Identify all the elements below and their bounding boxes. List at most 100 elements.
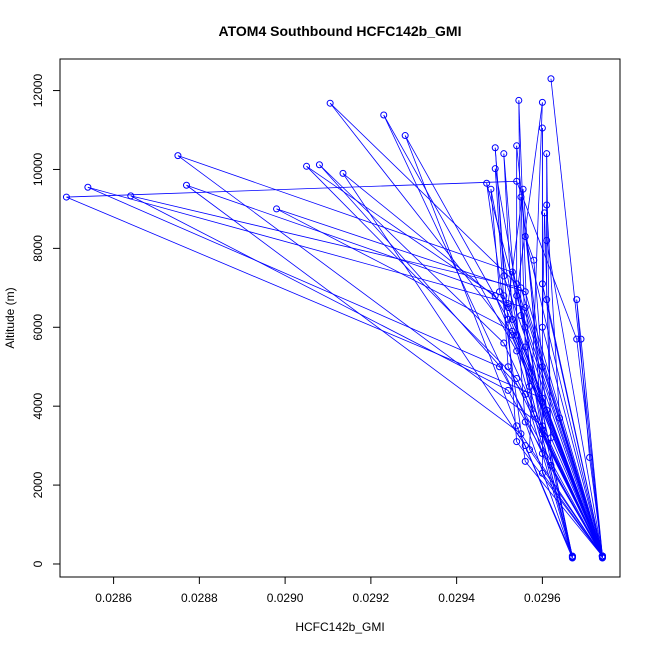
series-segment — [516, 102, 543, 296]
series-segment — [516, 350, 573, 557]
series-segment — [546, 204, 560, 419]
data-point — [521, 442, 529, 450]
data-point — [515, 96, 523, 104]
data-point — [521, 343, 529, 351]
y-axis-label: Altitude (m) — [3, 287, 17, 348]
y-tick-label: 0 — [31, 560, 45, 567]
data-point — [568, 552, 576, 560]
data-point — [547, 75, 555, 83]
series-segment — [544, 212, 552, 438]
series-segment — [529, 449, 603, 557]
data-point — [339, 169, 347, 177]
series-segment — [524, 346, 573, 557]
series-segment — [550, 465, 603, 557]
series-segment — [524, 421, 573, 558]
series-segment — [542, 473, 603, 557]
series-segment — [529, 102, 543, 450]
data-point — [538, 426, 546, 434]
x-axis-label: HCFC142b_GMI — [295, 620, 384, 634]
data-point — [496, 363, 504, 371]
series-segment — [503, 153, 513, 320]
series-segment — [186, 184, 522, 435]
plot-frame — [59, 58, 621, 578]
data-point — [543, 236, 551, 244]
series-segment — [276, 208, 526, 293]
data-point — [577, 335, 585, 343]
data-point — [538, 280, 546, 288]
data-point — [521, 457, 529, 465]
series-segment — [87, 186, 526, 308]
data-point — [538, 323, 546, 331]
data-point — [174, 152, 182, 160]
x-tick-label: 0.0288 — [181, 591, 218, 605]
data-point — [598, 552, 606, 560]
data-point — [517, 430, 525, 438]
data-point — [62, 193, 70, 201]
data-point — [513, 331, 521, 339]
data-point — [496, 288, 504, 296]
data-point — [526, 446, 534, 454]
data-point — [556, 414, 564, 422]
data-point — [538, 469, 546, 477]
data-point — [500, 339, 508, 347]
data-point — [508, 268, 516, 276]
series-segment — [494, 147, 518, 442]
series-segment — [494, 168, 509, 367]
data-point — [521, 304, 529, 312]
data-point — [326, 99, 334, 107]
series-segment — [520, 197, 526, 348]
y-tick-label: 10000 — [31, 152, 45, 186]
data-point — [500, 150, 508, 158]
data-point — [538, 363, 546, 371]
data-point — [513, 292, 521, 300]
data-point — [538, 98, 546, 106]
data-point — [273, 205, 281, 213]
x-tick-label: 0.0286 — [95, 591, 132, 605]
series-segment — [276, 208, 513, 332]
chart-title: ATOM4 Southbound HCFC142b_GMI — [219, 23, 462, 39]
data-point — [513, 422, 521, 430]
data-point — [538, 398, 546, 406]
data-point — [504, 363, 512, 371]
series-segment — [516, 295, 603, 557]
series-segment — [546, 299, 603, 557]
data-point — [513, 347, 521, 355]
data-point — [483, 179, 491, 187]
data-point — [521, 323, 529, 331]
series-segment — [524, 461, 603, 557]
data-point — [586, 453, 594, 461]
x-tick-label: 0.0292 — [353, 591, 390, 605]
data-point — [513, 142, 521, 150]
data-point — [517, 284, 525, 292]
data-point — [380, 111, 388, 119]
data-point — [530, 256, 538, 264]
data-point — [519, 185, 527, 193]
y-tick-label: 8000 — [31, 235, 45, 262]
data-point — [543, 150, 551, 158]
series-segment — [542, 327, 603, 557]
series-segment — [66, 180, 517, 198]
data-point — [504, 300, 512, 308]
series-segment — [486, 183, 526, 462]
data-point — [508, 327, 516, 335]
series-segment — [503, 275, 603, 558]
data-point — [508, 315, 516, 323]
series-segment — [306, 166, 517, 379]
series-segment — [542, 366, 603, 557]
series-segment — [329, 102, 513, 336]
series-segment — [87, 186, 500, 368]
series-segment — [490, 189, 500, 292]
series-segment — [507, 303, 603, 558]
data-point — [315, 161, 323, 169]
data-point — [530, 410, 538, 418]
data-point — [500, 272, 508, 280]
data-point — [401, 132, 409, 140]
data-point — [513, 280, 521, 288]
x-tick-label: 0.0290 — [267, 591, 304, 605]
series-segment — [329, 102, 517, 285]
data-point — [504, 304, 512, 312]
series-segment — [306, 165, 496, 297]
data-point — [543, 406, 551, 414]
data-point — [487, 185, 495, 193]
